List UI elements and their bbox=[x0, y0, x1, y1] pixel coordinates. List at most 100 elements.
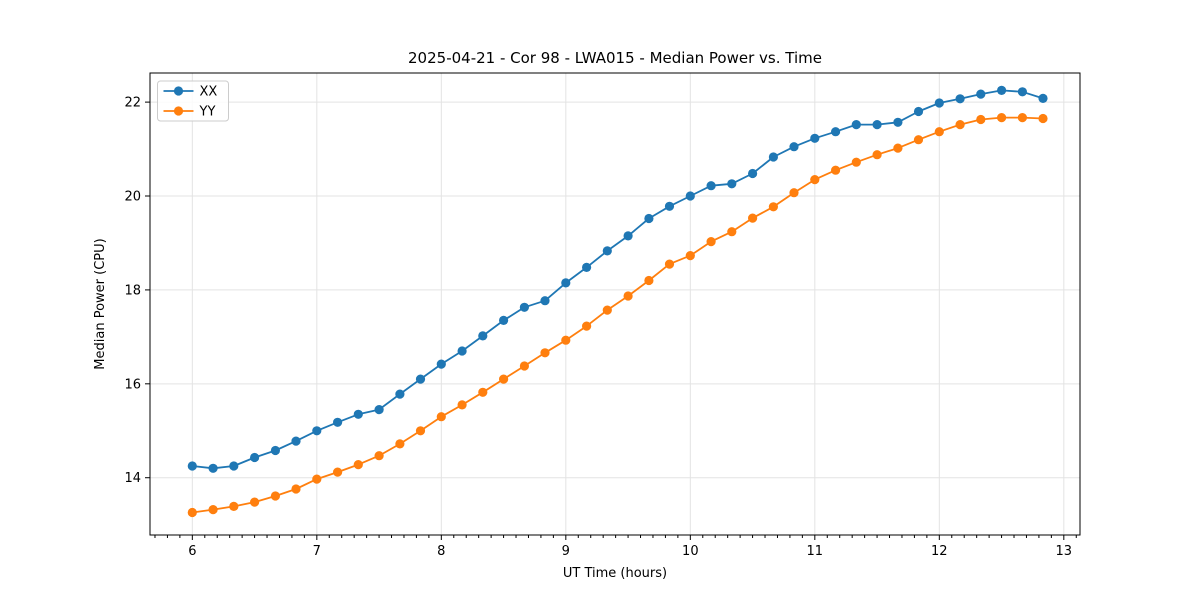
series-xx-point bbox=[789, 142, 799, 152]
series-xx-point bbox=[208, 463, 218, 473]
series-yy-point bbox=[374, 451, 384, 461]
series-xx-point bbox=[312, 426, 322, 436]
series-xx-point bbox=[229, 461, 239, 471]
series-xx-point bbox=[540, 296, 550, 306]
series-yy-point bbox=[229, 501, 239, 511]
series-yy-point bbox=[499, 374, 509, 384]
series-yy-point bbox=[664, 259, 675, 269]
series-xx-point bbox=[561, 278, 571, 288]
y-tick-label: 18 bbox=[124, 283, 141, 298]
series-yy-point bbox=[312, 474, 322, 484]
series-xx-point bbox=[353, 409, 363, 419]
series-yy-point bbox=[1038, 113, 1048, 124]
axes-layer: 6 7 8 9 10 11 12 13 14 16 18 20 22 bbox=[124, 72, 1081, 559]
y-tick-label: 14 bbox=[124, 471, 141, 486]
series-xx-point bbox=[934, 98, 944, 108]
series-xx-point bbox=[685, 191, 695, 201]
series-xx-point bbox=[270, 445, 280, 456]
series-xx-point bbox=[623, 231, 633, 241]
series-xx-point bbox=[582, 262, 592, 272]
legend-entry-yy: YY bbox=[163, 105, 216, 120]
chart-title: 2025-04-21 - Cor 98 - LWA015 - Median Po… bbox=[408, 49, 822, 67]
series-yy-point bbox=[831, 165, 841, 175]
series-yy-point bbox=[1017, 113, 1027, 123]
series-yy-point bbox=[208, 505, 218, 515]
series-xx-point bbox=[602, 246, 612, 256]
series-yy-point bbox=[789, 188, 799, 198]
series-xx-point bbox=[748, 168, 758, 179]
x-tick-label: 6 bbox=[188, 544, 196, 559]
series-yy-point bbox=[934, 127, 944, 137]
series-yy-point bbox=[457, 400, 467, 410]
series-yy-point bbox=[540, 348, 550, 358]
series-yy-point bbox=[748, 213, 758, 223]
series-yy-point bbox=[582, 321, 592, 331]
series-xx-point bbox=[415, 374, 426, 384]
series-yy-point bbox=[415, 426, 426, 436]
series-yy-point bbox=[395, 439, 405, 449]
series-xx-point bbox=[706, 181, 716, 191]
grid-layer bbox=[150, 73, 1080, 535]
y-tick-label: 16 bbox=[124, 377, 141, 392]
series-xx-point bbox=[1038, 93, 1048, 103]
series-xx-point bbox=[727, 179, 737, 189]
series-xx-point bbox=[810, 133, 820, 143]
legend: XX YY bbox=[157, 80, 229, 122]
series-layer bbox=[187, 85, 1048, 518]
series-xx-point bbox=[291, 436, 301, 446]
x-tick-label: 8 bbox=[437, 544, 445, 559]
series-xx-point bbox=[644, 213, 654, 224]
x-tick-label: 7 bbox=[313, 544, 321, 559]
series-yy-point bbox=[250, 497, 260, 507]
series-xx-point bbox=[187, 461, 197, 471]
series-yy-point bbox=[976, 114, 986, 125]
series-xx-point bbox=[664, 201, 675, 211]
series-xx-point bbox=[519, 302, 530, 312]
series-yy-point bbox=[561, 335, 571, 345]
series-xx-point bbox=[478, 331, 488, 341]
series-xx-point bbox=[768, 152, 779, 162]
series-yy-point bbox=[768, 202, 779, 212]
series-yy-point bbox=[519, 361, 530, 371]
series-xx-point bbox=[395, 389, 405, 399]
x-tick-label: 11 bbox=[807, 544, 824, 559]
x-tick-label: 10 bbox=[682, 544, 699, 559]
y-axis-label: Median Power (CPU) bbox=[93, 238, 108, 369]
series-xx-point bbox=[831, 127, 841, 137]
series-xx-point bbox=[499, 315, 509, 325]
x-tick-label: 13 bbox=[1056, 544, 1073, 559]
x-tick-label: 12 bbox=[931, 544, 948, 559]
legend-label: YY bbox=[199, 105, 216, 120]
series-xx-point bbox=[955, 94, 965, 104]
series-xx-point bbox=[1017, 87, 1027, 97]
series-yy-point bbox=[913, 135, 924, 145]
series-xx-point bbox=[457, 346, 467, 356]
legend-box bbox=[157, 80, 229, 122]
series-xx-point bbox=[851, 120, 861, 130]
x-tick-label: 9 bbox=[562, 544, 570, 559]
series-yy-point bbox=[187, 507, 197, 518]
series-xx-point bbox=[976, 89, 986, 99]
series-yy-point bbox=[644, 275, 654, 286]
series-yy-point bbox=[706, 237, 716, 247]
series-xx-point bbox=[893, 117, 903, 127]
series-yy-point bbox=[436, 412, 446, 422]
series-xx-point bbox=[333, 417, 343, 427]
series-yy-line bbox=[191, 116, 1044, 514]
series-xx-point bbox=[250, 452, 260, 463]
series-yy-point bbox=[997, 113, 1007, 123]
series-yy-point bbox=[353, 460, 363, 470]
series-yy-point bbox=[333, 467, 343, 477]
series-yy-point bbox=[623, 291, 633, 301]
plot-border bbox=[149, 72, 1081, 536]
series-xx-line bbox=[191, 89, 1044, 470]
legend-marker bbox=[173, 86, 184, 96]
series-yy-point bbox=[851, 157, 861, 167]
series-yy-point bbox=[727, 227, 737, 237]
series-xx-point bbox=[436, 359, 446, 369]
series-xx-point bbox=[872, 120, 882, 130]
series-xx-point bbox=[374, 405, 384, 415]
x-axis-label: UT Time (hours) bbox=[563, 566, 667, 581]
